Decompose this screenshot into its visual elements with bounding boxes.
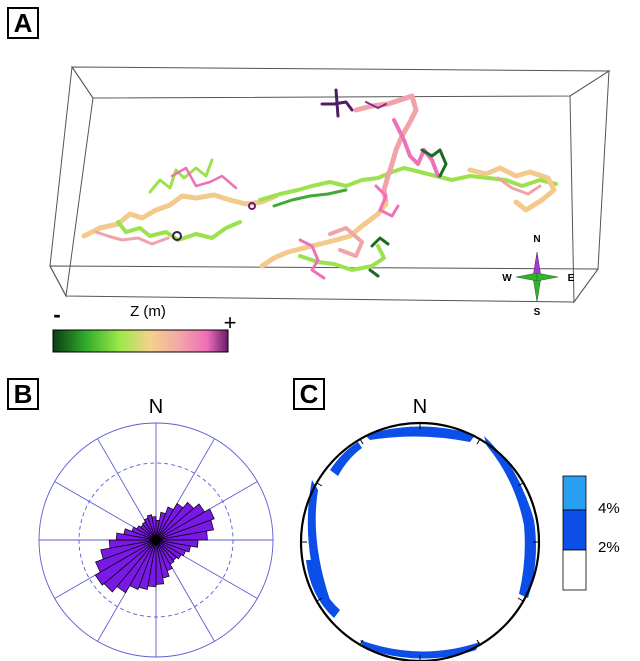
stereonet-band-bottom: [360, 640, 480, 659]
cave-passage-north-magenta: [392, 118, 440, 178]
compass-w-label: W: [502, 273, 512, 284]
stereonet-tick-nw: [316, 482, 323, 487]
cave-passage-center-magenta: [374, 184, 400, 218]
panel-label-b: B: [7, 378, 39, 410]
cave-passage-north-dark: [420, 148, 448, 178]
cave-node-west: [172, 231, 182, 241]
panel-label-c: C: [293, 378, 325, 410]
rose-petal: [151, 516, 157, 541]
stereonet-band-right: [484, 436, 536, 598]
compass-s-label: S: [534, 307, 541, 318]
stereonet-band-right-bulge: [502, 458, 526, 500]
stereonet-tick-ne2: [517, 482, 524, 487]
panel-b-north-label: N: [149, 396, 163, 418]
legend-label-2pct: 2%: [598, 539, 620, 556]
stereonet-band-left-lower: [306, 560, 340, 618]
colorbar-min-label: -: [53, 302, 60, 327]
legend-swatch-4: [562, 475, 587, 511]
stereonet-band-upper-left: [330, 442, 362, 476]
panel-a-box: [49, 65, 611, 304]
cave-passage-central-green2: [272, 188, 348, 208]
legend-swatch-0: [562, 549, 587, 591]
z-colorbar: Z (m) - +: [52, 302, 237, 353]
cave-passage-north-purple: [320, 88, 354, 118]
cave-passage-north-purple2: [365, 101, 387, 109]
cave-passage-east-pink: [496, 176, 542, 196]
cave-passage-south-dark: [368, 236, 390, 278]
cave-passage-west-pink: [94, 230, 170, 246]
stereonet-band-top: [365, 426, 475, 442]
stereonet-tick-se: [517, 597, 524, 602]
compass-rose: N S W E: [502, 234, 574, 318]
cave-passage-south-magenta: [298, 238, 326, 280]
colorbar-title: Z (m): [130, 303, 166, 320]
cave-passage-north-twigs: [148, 158, 214, 194]
compass-n-label: N: [533, 234, 540, 245]
cave-node-mid: [248, 202, 256, 210]
legend-label-4pct: 4%: [598, 500, 620, 517]
compass-east-arm: [536, 272, 559, 282]
compass-e-label: E: [568, 273, 575, 284]
panel-c-stereonet: N 4%: [299, 396, 620, 661]
stereonet-ticks: [301, 423, 539, 661]
legend-swatch-2: [562, 509, 587, 551]
cave-passage-west: [81, 192, 279, 239]
panel-b-rose: N: [38, 396, 274, 658]
stereonet-tick-nw2: [359, 438, 364, 445]
cave-passage-north: [353, 93, 419, 207]
stereonet-legend: 4% 2%: [562, 475, 620, 591]
stereonet-tick-se2: [476, 639, 481, 646]
cave-passage-south-pink: [328, 226, 364, 258]
stereonet-tick-ne: [476, 438, 481, 445]
stereonet-blue-fill: [306, 426, 536, 659]
cave-passage-west-pink2: [170, 166, 238, 190]
cave-passage-central: [258, 166, 558, 202]
cave-network: [81, 88, 558, 280]
stereonet-tick-sw: [359, 639, 364, 646]
panel-label-a: A: [7, 7, 39, 39]
cave-passage-east-tan: [467, 165, 557, 213]
cave-passage-south: [259, 201, 389, 269]
stereonet-tick-sw2: [316, 597, 323, 602]
rose-petals: [94, 501, 215, 594]
panel-c-north-label: N: [413, 396, 427, 418]
colorbar-bar: [52, 329, 229, 353]
compass-west-arm: [515, 272, 538, 282]
colorbar-max-label: +: [224, 310, 237, 335]
